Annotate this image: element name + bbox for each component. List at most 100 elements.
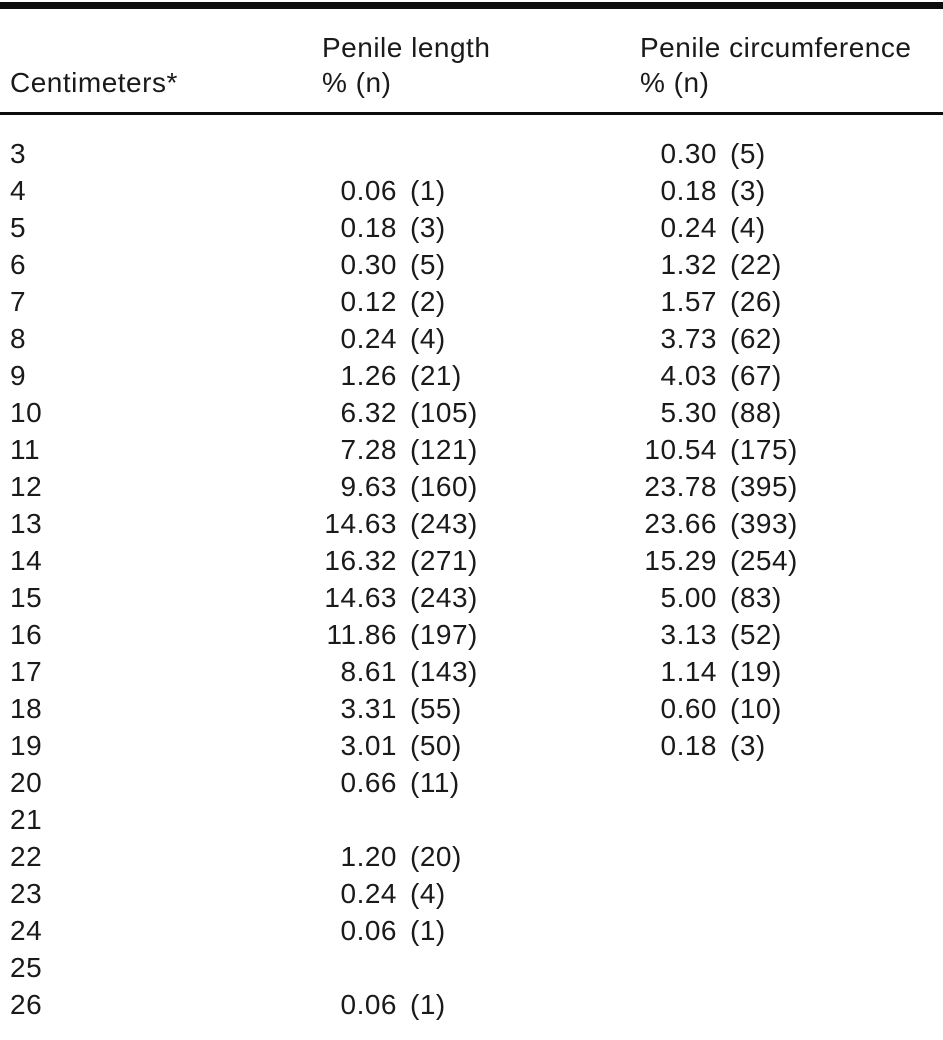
circumference-n-cell: (26): [730, 286, 782, 317]
centimeters-cell: 4: [10, 175, 27, 206]
length-pct-cell: 0.12: [340, 286, 397, 317]
table-header: Penile length Penile circumference Centi…: [0, 6, 943, 115]
table-row: 18 3.31 (55) 0.60 (10): [0, 690, 943, 727]
length-pct-cell: 14.63: [324, 508, 397, 539]
circumference-pct-cell: [640, 801, 717, 838]
length-pct-cell: 3.01: [340, 730, 397, 761]
circumference-n-cell: (254): [730, 545, 798, 576]
length-n-cell: (2): [410, 286, 446, 317]
centimeters-cell: 12: [10, 471, 43, 502]
circumference-n-cell: (5): [730, 138, 766, 169]
circumference-pct-cell: 23.78: [644, 471, 717, 502]
length-pct-cell: 0.06: [340, 175, 397, 206]
header-sub-row: Centimeters* % (n) % (n): [0, 65, 943, 115]
centimeters-cell: 7: [10, 286, 27, 317]
centimeters-cell: 19: [10, 730, 43, 761]
length-pct-cell: 0.66: [340, 767, 397, 798]
circumference-pct-cell: 1.14: [660, 656, 717, 687]
centimeters-cell: 15: [10, 582, 43, 613]
circumference-pct-cell: [640, 875, 717, 912]
length-pct-cell: 0.06: [340, 989, 397, 1020]
circumference-n-cell: (67): [730, 360, 782, 391]
circumference-n-cell: (88): [730, 397, 782, 428]
centimeters-cell: 5: [10, 212, 27, 243]
circumference-n-cell: [717, 801, 943, 838]
circumference-pct-cell: 5.00: [660, 582, 717, 613]
circumference-pct-cell: 0.18: [660, 175, 717, 206]
circumference-pct-cell: 3.73: [660, 323, 717, 354]
table-row: 26 0.06 (1): [0, 986, 943, 1023]
length-pct-cell: 1.20: [340, 841, 397, 872]
table-row: 25: [0, 949, 943, 986]
length-n-cell: (1): [410, 175, 446, 206]
length-n-cell: (243): [410, 508, 478, 539]
circumference-n-cell: (395): [730, 471, 798, 502]
centimeters-cell: 9: [10, 360, 27, 391]
length-n-cell: (55): [410, 693, 462, 724]
header-circumference-pct-n: % (n): [640, 65, 943, 115]
centimeters-cell: 20: [10, 767, 43, 798]
length-pct-cell: 9.63: [340, 471, 397, 502]
centimeters-cell: 23: [10, 878, 43, 909]
centimeters-cell: 11: [10, 434, 41, 465]
header-penile-circumference: Penile circumference: [640, 32, 912, 63]
centimeters-cell: 10: [10, 397, 43, 428]
header-length-pct-n: % (n): [322, 65, 640, 115]
table-row: 8 0.24 (4) 3.73 (62): [0, 320, 943, 357]
circumference-pct-cell: 1.32: [660, 249, 717, 280]
length-n-cell: (143): [410, 656, 478, 687]
length-pct-cell: 0.24: [340, 323, 397, 354]
length-n-cell: [397, 801, 640, 838]
table-row: 3 0.30 (5): [0, 114, 943, 173]
length-n-cell: [397, 949, 640, 986]
circumference-n-cell: [717, 912, 943, 949]
circumference-pct-cell: 0.24: [660, 212, 717, 243]
table-row: 16 11.86 (197) 3.13 (52): [0, 616, 943, 653]
header-centimeters: Centimeters*: [0, 65, 322, 115]
header-blank-cell: [0, 6, 322, 66]
centimeters-cell: 8: [10, 323, 27, 354]
length-pct-cell: [322, 801, 397, 838]
circumference-pct-cell: [640, 912, 717, 949]
table-row: 6 0.30 (5) 1.32 (22): [0, 246, 943, 283]
circumference-n-cell: [717, 764, 943, 801]
circumference-pct-cell: 15.29: [644, 545, 717, 576]
table-row: 9 1.26 (21) 4.03 (67): [0, 357, 943, 394]
circumference-n-cell: [717, 838, 943, 875]
length-n-cell: (121): [410, 434, 478, 465]
centimeters-cell: 24: [10, 915, 43, 946]
table-row: 5 0.18 (3) 0.24 (4): [0, 209, 943, 246]
length-pct-cell: 0.24: [340, 878, 397, 909]
length-pct-cell: 0.06: [340, 915, 397, 946]
circumference-n-cell: (393): [730, 508, 798, 539]
centimeters-cell: 14: [10, 545, 43, 576]
table-body: 3 0.30 (5) 4 0.06 (1) 0.18 (3) 5 0.18 (3) 0.24 (4) 6 0…: [0, 114, 943, 1024]
length-pct-cell: [322, 949, 397, 986]
table-row: 4 0.06 (1) 0.18 (3): [0, 172, 943, 209]
centimeters-cell: 13: [10, 508, 43, 539]
circumference-pct-cell: 0.30: [660, 138, 717, 169]
length-n-cell: (271): [410, 545, 478, 576]
table-row: 13 14.63 (243) 23.66 (393): [0, 505, 943, 542]
table-row: 12 9.63 (160) 23.78 (395): [0, 468, 943, 505]
length-n-cell: (5): [410, 249, 446, 280]
length-n-cell: (1): [410, 915, 446, 946]
length-n-cell: (197): [410, 619, 478, 650]
circumference-n-cell: (62): [730, 323, 782, 354]
length-n-cell: (11): [410, 767, 460, 798]
header-penile-length: Penile length: [322, 32, 491, 63]
length-pct-cell: 11.86: [326, 619, 397, 650]
centimeters-cell: 6: [10, 249, 27, 280]
circumference-n-cell: (4): [730, 212, 766, 243]
circumference-pct-cell: [640, 764, 717, 801]
circumference-n-cell: (10): [730, 693, 782, 724]
length-n-cell: (105): [410, 397, 478, 428]
circumference-n-cell: (22): [730, 249, 782, 280]
centimeters-cell: 25: [10, 952, 43, 983]
table-row: 14 16.32 (271) 15.29 (254): [0, 542, 943, 579]
length-n-cell: (1): [410, 989, 446, 1020]
length-n-cell: [397, 114, 640, 173]
circumference-n-cell: (175): [730, 434, 798, 465]
length-n-cell: (50): [410, 730, 462, 761]
